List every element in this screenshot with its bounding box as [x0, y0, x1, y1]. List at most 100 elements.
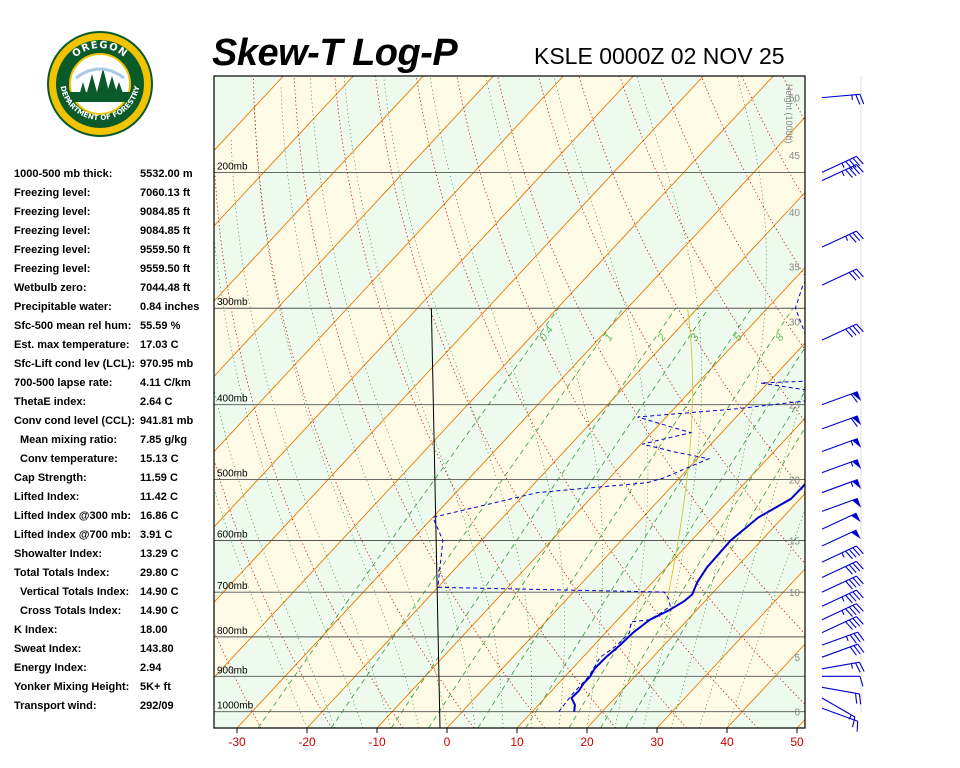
moist-adiabat-line: [254, 107, 420, 728]
wind-barbs: [821, 93, 865, 732]
isotherm-line: [0, 76, 213, 728]
dry-adiabat-line: [823, 76, 960, 728]
height-tick-label: 50: [789, 94, 801, 105]
isotherm-line: [306, 191, 805, 728]
wind-barb: [821, 230, 864, 248]
mixing-ratio-label: 1: [602, 332, 615, 344]
isobar-label: 800mb: [217, 626, 248, 637]
wind-barb: [821, 391, 862, 406]
isotherm-line: [214, 76, 634, 528]
chart-title: Skew-T Log-P: [212, 32, 458, 74]
wind-barb: [821, 697, 856, 728]
dry-adiabat-line: [945, 76, 960, 728]
stat-value: 11.59 C: [140, 472, 178, 484]
x-tick-label: 40: [720, 735, 734, 749]
wind-barb: [821, 529, 861, 547]
isotherm-line: [0, 76, 143, 728]
wind-barb: [821, 661, 865, 673]
dry-adiabat-line: [864, 76, 960, 728]
stat-label: 1000-500 mb thick:: [14, 168, 113, 180]
x-tick-label: -20: [298, 735, 316, 749]
mixing-ratio-line: [568, 346, 805, 728]
stat-value: 17.03 C: [140, 339, 179, 351]
stat-value: 55.59 %: [140, 320, 181, 332]
isobar-label: 600mb: [217, 529, 248, 540]
isotherm-line: [376, 267, 805, 728]
stat-value: 0.84 inches: [140, 301, 200, 313]
isotherm-line: [214, 76, 704, 603]
isobar-label: 300mb: [217, 297, 248, 308]
stat-value: 7044.48 ft: [140, 282, 191, 294]
stat-value: 5532.00 m: [140, 168, 193, 180]
stat-value: 7.85 g/kg: [140, 434, 188, 446]
stat-label: Sfc-500 mean rel hum:: [14, 320, 132, 332]
height-tick-label: 45: [789, 151, 801, 162]
isotherm-band: [797, 719, 805, 728]
stat-value: 9084.85 ft: [140, 206, 191, 218]
dry-adiabat-line: [782, 76, 805, 122]
wind-barb: [821, 545, 864, 563]
isotherm-line: [214, 76, 424, 302]
mixing-ratio-line: [428, 307, 709, 728]
stat-label: Cross Totals Index:: [20, 605, 122, 617]
mixing-ratio-line: [600, 391, 805, 728]
isotherm-line: [656, 568, 805, 728]
stat-value: 11.42 C: [140, 491, 178, 503]
isobar-label: 700mb: [217, 581, 248, 592]
wind-barb: [821, 323, 864, 341]
stat-value: 3.91 C: [140, 529, 173, 541]
wind-barb: [821, 512, 861, 530]
x-tick-label: 0: [444, 735, 451, 749]
stat-value: 9559.50 ft: [140, 244, 191, 256]
stat-value: 2.94: [140, 662, 162, 674]
isotherm-line: [867, 76, 960, 728]
moist-adiabat-line: [230, 137, 392, 728]
isotherm-line: [214, 76, 494, 378]
isobar-label: 400mb: [217, 394, 248, 405]
x-tick-label: -10: [368, 735, 386, 749]
height-tick-label: 15: [789, 536, 801, 547]
stat-label: 700-500 lapse rate:: [14, 377, 113, 389]
lifted-parcel-trace: [666, 308, 693, 602]
stat-label: ThetaE index:: [14, 396, 87, 408]
wind-barb: [821, 437, 862, 452]
isotherm-line: [214, 76, 774, 679]
stat-label: Mean mixing ratio:: [20, 434, 118, 446]
station-datetime: KSLE 0000Z 02 NOV 25: [534, 43, 785, 69]
stat-label: Transport wind:: [14, 700, 97, 712]
stat-label: Est. max temperature:: [14, 339, 130, 351]
stat-label: Lifted Index @300 mb:: [14, 510, 132, 522]
height-tick-label: 5: [794, 653, 800, 664]
stat-value: 9084.85 ft: [140, 225, 191, 237]
stat-label: K Index:: [14, 624, 58, 636]
stat-label: Freezing level:: [14, 225, 91, 237]
height-tick-label: 35: [789, 263, 801, 274]
height-tick-label: 30: [789, 317, 801, 328]
stat-label: Total Totals Index:: [14, 567, 110, 579]
isotherm-line: [796, 718, 805, 728]
stat-value: 970.95 mb: [140, 358, 194, 370]
isobar-label: 200mb: [217, 161, 248, 172]
stat-label: Freezing level:: [14, 206, 91, 218]
stat-label: Lifted Index:: [14, 491, 80, 503]
parcel-path: [430, 308, 693, 728]
mixing-ratio-line: [477, 307, 752, 728]
wind-barb: [821, 589, 864, 607]
wind-barb: [821, 707, 859, 732]
stat-value: 4.11 C/km: [140, 377, 191, 389]
stat-value: 16.86 C: [140, 510, 179, 522]
x-tick-label: 10: [510, 735, 524, 749]
temperature-line: [570, 482, 805, 712]
stat-label: Wetbulb zero:: [14, 282, 87, 294]
stat-value: 13.29 C: [140, 548, 179, 560]
stat-label: Yonker Mixing Height:: [14, 681, 130, 693]
x-tick-label: 20: [580, 735, 594, 749]
stat-label: Vertical Totals Index:: [20, 586, 130, 598]
isotherm-line: [586, 492, 805, 728]
stat-label: Sfc-Lift cond lev (LCL):: [14, 358, 135, 370]
wind-barb: [821, 686, 862, 705]
height-tick-label: 20: [789, 475, 801, 486]
moist-adiabat-line: [214, 235, 364, 728]
dewpoint-line: [432, 281, 805, 713]
